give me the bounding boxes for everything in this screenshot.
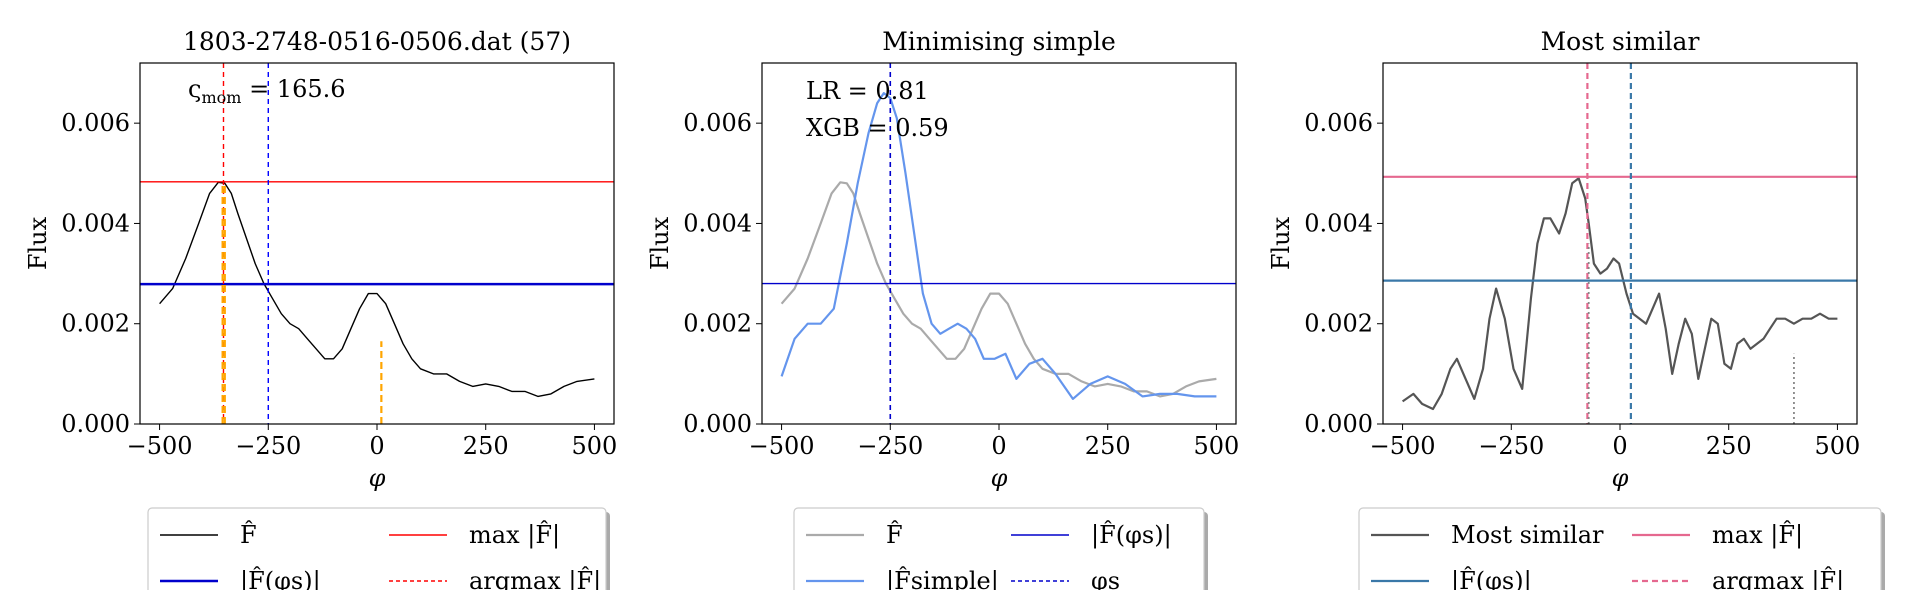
chart-title: Minimising simple [882,27,1116,56]
y-axis-label: Flux [1267,216,1295,270]
series-line-1 [780,181,1217,398]
panel-2: −500 −250 0 250 500 0.000 0.002 0.004 0.006 Minim… [646,27,1239,590]
y-tick-label: 0.006 [61,109,130,137]
chart-title: Most similar [1541,27,1700,56]
x-tick-label: 500 [572,432,618,460]
legend-label: max |F̂| [1712,521,1803,550]
legend-label: |F̂simple| [886,567,999,590]
y-tick-label: 0.000 [1304,410,1373,438]
legend-label: max |F̂| [469,521,560,550]
plot-area [1383,63,1857,424]
legend-label: |F̂(φs)| [1451,567,1532,590]
x-axis-label: φ [1612,464,1629,492]
legend-label: Most similar [1451,521,1604,549]
y-tick-label: 0.006 [683,109,752,137]
x-tick-label: 500 [1194,432,1240,460]
x-tick-label: 0 [369,432,384,460]
y-tick-label: 0.002 [1304,310,1373,338]
annotation-line: LR = 0.81 [806,77,929,105]
y-tick-label: 0.000 [61,410,130,438]
legend-box [793,507,1205,590]
chart-title: 1803-2748-0516-0506.dat (57) [183,27,571,56]
legend-box [1358,507,1882,590]
annotation-text: ςmom = 165.6 [188,75,346,107]
legend-label: F̂ [886,521,903,549]
annotation-line: XGB = 0.59 [806,114,949,142]
y-tick-label: 0.004 [683,209,752,237]
legend-label: F̂ [240,521,257,549]
legend-box [147,507,607,590]
annotation-subscript: mom [201,88,241,107]
y-tick-label: 0.006 [1304,109,1373,137]
x-tick-label: 250 [463,432,509,460]
panel-1: −500 −250 0 250 500 0.000 0.002 0.004 0.006 1803-… [24,27,617,590]
axes-frame [1382,62,1858,425]
x-tick-label: −250 [235,432,301,460]
annotation-value: = 165.6 [241,75,345,103]
y-tick-label: 0.002 [61,310,130,338]
x-tick-label: 250 [1085,432,1131,460]
y-axis-label: Flux [24,216,52,270]
x-tick-label: −500 [127,432,193,460]
x-tick-label: −500 [1370,432,1436,460]
legend-label: φs [1091,567,1120,590]
x-tick-label: −250 [857,432,923,460]
legend-label: |F̂(φs)| [240,567,321,590]
annotation-symbol: ς [188,75,201,103]
axes-frame [139,62,615,425]
legend-label: argmax |F̂| [1712,567,1844,590]
y-axis-label: Flux [646,216,674,270]
x-axis-label: φ [991,464,1008,492]
y-tick-label: 0.002 [683,310,752,338]
x-tick-label: −500 [749,432,815,460]
y-tick-label: 0.004 [1304,209,1373,237]
x-tick-label: 0 [991,432,1006,460]
x-tick-label: −250 [1478,432,1544,460]
plot-area [762,63,1236,424]
y-tick-label: 0.004 [61,209,130,237]
x-tick-label: 500 [1815,432,1861,460]
x-tick-label: 0 [1612,432,1627,460]
y-tick-label: 0.000 [683,410,752,438]
x-axis-label: φ [369,464,386,492]
legend-label: argmax |F̂| [469,567,601,590]
x-tick-label: 250 [1706,432,1752,460]
series-line-2 [780,92,1217,400]
series-line-1 [159,181,595,398]
series-line-1 [1401,177,1838,411]
panel-3: −500 −250 0 250 500 0.000 0.002 0.004 0.006 Most … [1267,27,1885,590]
plot-area [140,63,614,424]
legend-label: |F̂(φs)| [1091,521,1172,550]
